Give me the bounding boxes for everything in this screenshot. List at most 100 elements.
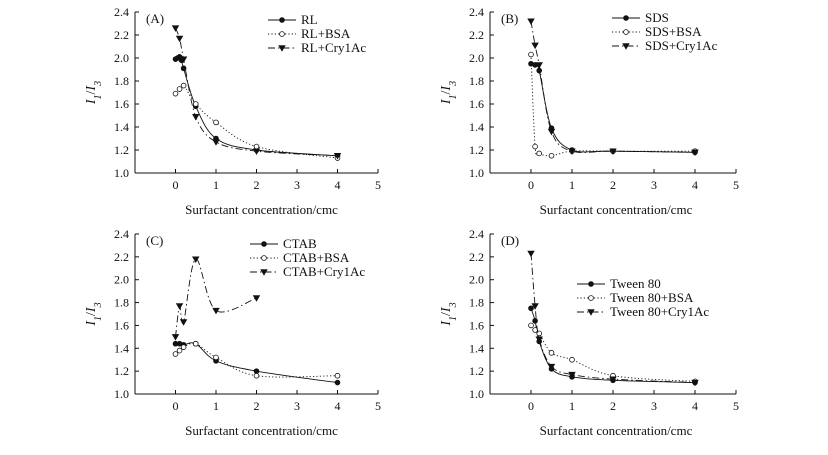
panel-a-series-2-point — [180, 82, 187, 89]
panel-c-series-3-point — [171, 334, 180, 341]
panel-c-xtick-label: 2 — [254, 399, 260, 413]
panel-a-series-2-point — [253, 143, 260, 150]
panel-a-xtick-label: 5 — [375, 178, 381, 192]
panel-d-series-2-point — [569, 356, 575, 363]
panel-d-series-3-point — [609, 376, 617, 383]
panel-d-legend-marker — [588, 281, 594, 287]
panel-b: 1.0 1.2 1.4 1.6 1.8 2.0 2.2 2.4 0 1 2 3 4 5 Surfactant… — [439, 5, 739, 217]
panel-c-legend-label: CTAB+Cry1Ac — [283, 264, 365, 279]
panel-d-ytick-label: 1.2 — [469, 364, 484, 378]
panel-c-series-1-point — [253, 368, 260, 374]
panel-d-legend-marker — [588, 295, 594, 301]
panel-c-series-3-point — [192, 256, 200, 263]
panel-d-ytick-label: 1.0 — [469, 387, 484, 401]
panel-b-xtick-label: 0 — [528, 178, 534, 192]
panel-b-label: (B) — [501, 11, 518, 26]
panel-b-legend-label: SDS+Cry1Ac — [645, 38, 718, 53]
panel-c-ytick-label: 1.4 — [114, 341, 129, 355]
panel-a-ytick-label: 2.4 — [114, 5, 129, 19]
panel-b-series-line-1 — [530, 63, 696, 153]
panel-c-xtick-label: 0 — [173, 399, 179, 413]
panel-c-series-3-point — [179, 319, 188, 326]
panel-b-legend-marker — [623, 15, 629, 21]
panel-a-ylabel: I1/I3 — [84, 81, 104, 105]
panel-c-legend-label: CTAB+BSA — [283, 250, 350, 265]
panel-a-series-2-point — [172, 90, 179, 97]
panel-b-ytick-label: 1.6 — [469, 97, 484, 111]
panel-c-series-2-point — [192, 340, 199, 347]
panel-b-series-3-point — [609, 148, 617, 155]
panel-b-series-3-point — [547, 128, 556, 136]
panel-a-series-3-point — [192, 113, 200, 121]
panel-d-ylabel: I1/I3 — [439, 302, 459, 326]
panel-d-ytick-label: 2.4 — [469, 227, 484, 241]
panel-c-series-2-point — [176, 347, 183, 354]
panel-a-legend-label: RL+BSA — [301, 26, 351, 41]
panel-a-series-3-point — [171, 25, 180, 32]
panel-d-xtick-label: 5 — [733, 399, 739, 413]
panel-c-series-1-point — [334, 379, 341, 386]
panel-b-ytick-label: 1.4 — [469, 120, 484, 134]
panel-d-legend-label: Tween 80+BSA — [610, 290, 694, 305]
panel-d-series-3-point — [547, 363, 556, 371]
panel-a-ytick-label: 1.4 — [114, 120, 129, 134]
panel-b-legend-label: SDS — [645, 10, 669, 25]
panel-a-series-3-point — [212, 139, 220, 146]
panel-c-series-line-3 — [175, 258, 257, 337]
panel-a-xtick-label: 3 — [294, 178, 300, 192]
panel-d-ytick-label: 1.6 — [469, 318, 484, 332]
panel-a-ytick-label: 1.8 — [114, 74, 129, 88]
panel-d-legend-marker — [587, 309, 595, 316]
panel-b-ytick-label: 1.0 — [469, 166, 484, 180]
panel-a-legend-marker — [279, 17, 285, 23]
panel-b-series-3-point — [568, 148, 576, 155]
panel-b-ytick-label: 2.2 — [469, 28, 484, 42]
panel-a-series-2-point — [213, 119, 219, 126]
panel-d-series-line-1 — [530, 308, 696, 384]
panel-c-series-2-point — [253, 372, 260, 379]
panel-a-series-3-point — [333, 153, 342, 160]
panel-d-label: (D) — [501, 233, 519, 248]
panel-c: 1.0 1.2 1.4 1.6 1.8 2.0 2.2 2.4 0 1 2 3 4 5 Surfactant… — [84, 227, 381, 438]
panel-a-xtick-label: 1 — [213, 178, 219, 192]
panel-c-series-2-point — [213, 354, 219, 361]
panel-a-series-3-point — [179, 56, 188, 63]
panel-d-legend-label: Tween 80 — [610, 276, 661, 291]
panel-a-xtick-label: 2 — [254, 178, 260, 192]
panel-a-xlabel: Surfactant concentration/cmc — [185, 202, 338, 217]
panel-a-ytick-label: 1.2 — [114, 143, 129, 157]
panel-a-series-2-point — [176, 86, 183, 92]
panel-a: 1.0 1.2 1.4 1.6 1.8 2.0 2.2 2.4 0 1 2 3 4 5 Surfactant… — [84, 5, 381, 217]
panel-b-series-1-point — [536, 67, 542, 74]
panel-d-ytick-label: 1.8 — [469, 296, 484, 310]
panel-a-series-3-point — [175, 35, 184, 43]
panel-b-ytick-label: 2.0 — [469, 51, 484, 65]
panel-d-series-3-point — [691, 379, 699, 387]
panel-c-series-3-point — [212, 307, 220, 315]
panel-d-ytick-label: 1.4 — [469, 341, 484, 355]
panel-d-series-2-point — [548, 350, 555, 356]
panel-d-xtick-label: 0 — [528, 399, 534, 413]
panel-a-legend-marker — [278, 45, 286, 52]
panel-d-xtick-label: 1 — [569, 399, 575, 413]
panel-c-series-2-point — [334, 372, 341, 379]
panel-c-ylabel: I1/I3 — [84, 302, 104, 326]
panel-d-ytick-label: 2.2 — [469, 250, 484, 264]
panel-a-label: (A) — [146, 11, 164, 26]
panel-c-legend-label: CTAB — [283, 236, 317, 251]
panel-a-legend-label: RL — [301, 12, 318, 27]
panel-a-series-2-point — [192, 101, 199, 107]
panel-c-series-3-point — [252, 295, 261, 302]
panel-b-xtick-label: 4 — [692, 178, 698, 192]
panel-b-series-3-point — [535, 62, 543, 69]
panel-c-xtick-label: 3 — [294, 399, 300, 413]
panel-a-legend-label: RL+Cry1Ac — [301, 40, 366, 55]
panel-c-xtick-label: 1 — [213, 399, 219, 413]
panel-c-xtick-label: 4 — [335, 399, 341, 413]
panel-c-xlabel: Surfactant concentration/cmc — [185, 423, 338, 438]
panel-d: 1.0 1.2 1.4 1.6 1.8 2.0 2.2 2.4 0 1 2 3 4 5 Surfactant… — [439, 227, 739, 438]
panel-c-xtick-label: 5 — [375, 399, 381, 413]
panel-a-series-3-point — [252, 148, 261, 155]
